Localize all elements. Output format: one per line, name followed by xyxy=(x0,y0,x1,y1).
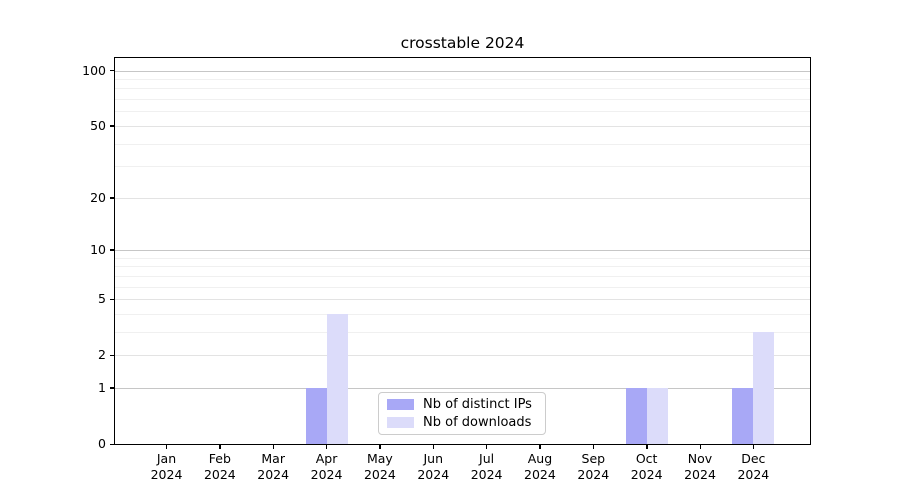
x-axis-tick xyxy=(539,445,541,449)
legend-item-distinct-ips: Nb of distinct IPs xyxy=(387,397,537,412)
legend-item-downloads: Nb of downloads xyxy=(387,415,537,430)
y-axis-tick-label: 100 xyxy=(82,62,106,78)
gridline-major xyxy=(115,387,810,389)
y-axis-tick xyxy=(110,70,114,72)
gridline-minor xyxy=(115,286,810,288)
gridline-major xyxy=(115,249,810,251)
gridline-major xyxy=(115,70,810,72)
x-axis-tick xyxy=(646,445,648,449)
y-axis-tick xyxy=(110,387,114,389)
x-axis-tick-label: Mar 2024 xyxy=(257,451,290,482)
x-axis-tick xyxy=(699,445,701,449)
legend-label-downloads: Nb of downloads xyxy=(423,414,532,430)
x-axis-tick-label: Apr 2024 xyxy=(310,451,343,482)
y-axis-tick-label: 20 xyxy=(90,189,106,205)
x-axis-tick xyxy=(272,445,275,449)
x-axis-tick-label: Jul 2024 xyxy=(470,451,503,482)
x-axis-tick xyxy=(752,445,755,449)
chart-title: crosstable 2024 xyxy=(400,34,525,52)
gridline-minor xyxy=(115,88,810,90)
gridline-minor xyxy=(115,313,810,315)
gridline-mid xyxy=(115,355,810,357)
y-axis-tick-label: 5 xyxy=(98,291,106,307)
gridline-mid xyxy=(115,197,810,199)
bar-distinct-ips-oct xyxy=(625,387,647,444)
legend-swatch-downloads xyxy=(387,416,414,428)
x-axis-tick-label: Aug 2024 xyxy=(524,451,556,482)
y-axis-tick-label: 50 xyxy=(90,117,106,133)
legend-label-distinct-ips: Nb of distinct IPs xyxy=(423,397,532,413)
gridline-mid xyxy=(115,299,810,301)
x-axis-tick xyxy=(432,445,435,449)
gridline-minor xyxy=(115,143,810,145)
x-axis-tick-label: Jan 2024 xyxy=(150,451,183,482)
gridline-mid xyxy=(115,125,810,127)
bar-downloads-dec xyxy=(753,331,775,444)
x-axis-tick-label: Nov 2024 xyxy=(684,451,716,482)
x-axis-tick xyxy=(592,445,595,449)
gridline-minor xyxy=(115,331,810,333)
gridline-minor xyxy=(115,257,810,259)
x-axis-tick xyxy=(326,445,328,449)
gridline-minor xyxy=(115,99,810,101)
y-axis-tick xyxy=(110,443,114,445)
y-axis-tick xyxy=(110,197,114,199)
x-axis-tick xyxy=(219,445,221,449)
x-axis-tick-label: Jun 2024 xyxy=(417,451,450,482)
gridline-minor xyxy=(115,111,810,113)
x-axis-tick xyxy=(379,445,381,449)
x-axis-tick-label: Feb 2024 xyxy=(203,451,236,482)
gridline-minor xyxy=(115,275,810,277)
bar-downloads-apr xyxy=(326,313,348,444)
bar-distinct-ips-apr xyxy=(305,387,327,444)
y-axis-tick xyxy=(110,354,114,356)
y-axis-tick-label: 10 xyxy=(90,241,106,257)
x-axis-tick-label: Sep 2024 xyxy=(577,451,610,482)
gridline-minor xyxy=(115,266,810,268)
bar-downloads-oct xyxy=(646,387,668,444)
legend: Nb of distinct IPs Nb of downloads xyxy=(378,392,546,435)
x-axis-tick-label: Oct 2024 xyxy=(630,451,663,482)
gridline-minor xyxy=(115,166,810,168)
gridline-minor xyxy=(115,79,810,81)
x-axis-tick-label: Dec 2024 xyxy=(737,451,770,482)
x-axis-tick xyxy=(166,445,168,449)
x-axis-tick-label: May 2024 xyxy=(363,451,396,482)
x-axis-tick xyxy=(486,445,488,449)
y-axis-tick xyxy=(110,125,114,127)
y-axis-tick xyxy=(110,298,114,300)
y-axis-tick-label: 1 xyxy=(98,379,106,395)
plot-border xyxy=(114,57,811,445)
y-axis-tick-label: 2 xyxy=(98,347,106,363)
legend-swatch-distinct-ips xyxy=(387,399,414,411)
y-axis-tick xyxy=(110,249,114,251)
y-axis-tick-label: 0 xyxy=(98,436,106,451)
bar-distinct-ips-dec xyxy=(732,387,754,444)
